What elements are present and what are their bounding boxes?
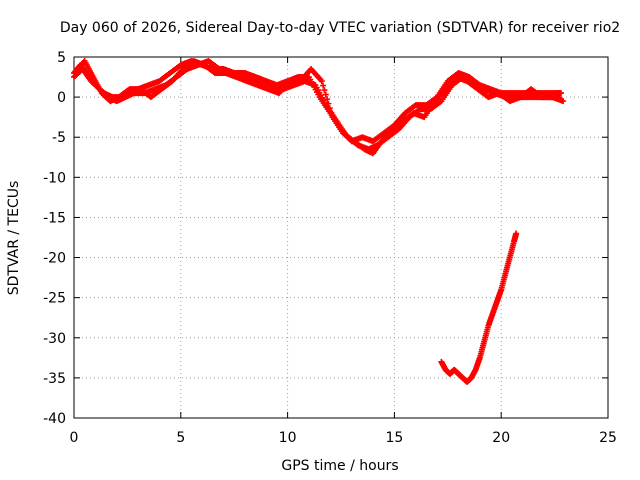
x-tick-label: 25 — [599, 430, 617, 446]
data-point — [320, 82, 327, 89]
series-4 — [438, 230, 520, 385]
data-point — [328, 109, 335, 116]
y-tick-label: 5 — [57, 50, 66, 66]
grid-lines — [74, 57, 608, 418]
data-point — [326, 105, 333, 112]
x-axis-label: GPS time / hours — [281, 458, 398, 474]
x-tick-label: 15 — [385, 430, 403, 446]
axis-ticks: 0 5 10 15 20 25 5 0 -5 -10 -15 -20 -25 -30 -35 -40 — [43, 50, 617, 446]
data-point — [318, 78, 325, 85]
x-tick-label: 5 — [176, 430, 185, 446]
y-tick-label: -10 — [43, 170, 66, 186]
y-tick-label: -35 — [43, 371, 66, 387]
data-point — [325, 100, 332, 107]
x-tick-label: 0 — [70, 430, 79, 446]
data-point — [558, 90, 565, 97]
data-point — [321, 87, 328, 94]
y-tick-label: 0 — [57, 90, 66, 106]
y-tick-label: -20 — [43, 251, 66, 267]
y-axis-label: SDTVAR / TECUs — [6, 181, 22, 296]
y-tick-label: -5 — [52, 130, 66, 146]
chart-title: Day 060 of 2026, Sidereal Day-to-day VTE… — [60, 20, 620, 36]
data-point — [560, 98, 567, 105]
data-markers — [71, 58, 567, 385]
series-3 — [75, 58, 567, 157]
series-1 — [71, 58, 565, 145]
y-tick-label: -40 — [43, 411, 66, 427]
x-tick-label: 20 — [492, 430, 510, 446]
data-point — [324, 96, 331, 103]
plot-frame — [73, 56, 609, 419]
data-point — [513, 230, 520, 237]
y-tick-label: -25 — [43, 291, 66, 307]
y-tick-label: -15 — [43, 210, 66, 226]
x-tick-label: 10 — [279, 430, 297, 446]
y-tick-label: -30 — [43, 331, 66, 347]
data-point — [322, 91, 329, 98]
